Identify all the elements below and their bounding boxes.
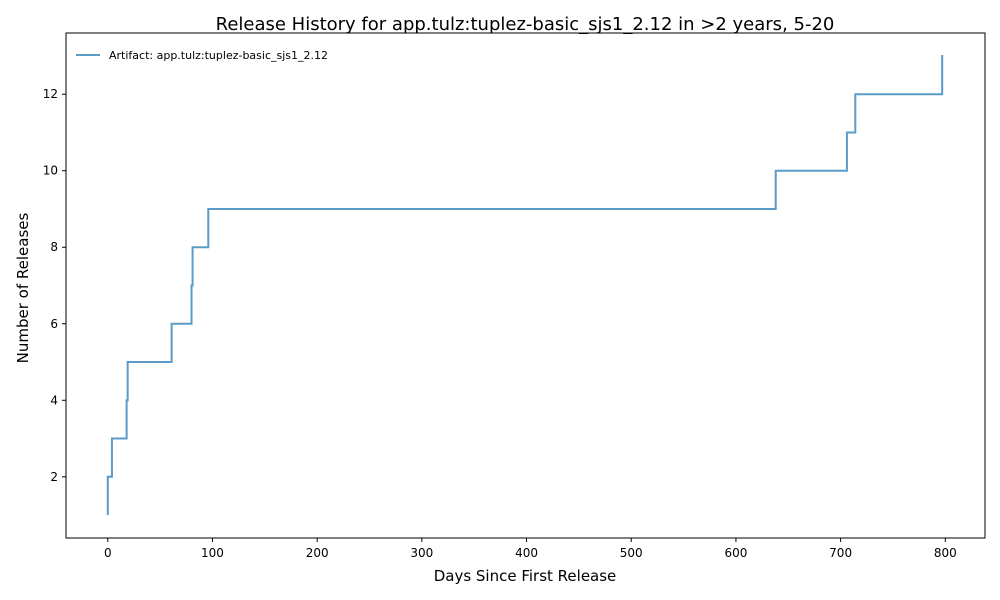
x-tick-label: 500 bbox=[620, 546, 643, 560]
chart-title: Release History for app.tulz:tuplez-basi… bbox=[216, 14, 835, 35]
legend: Artifact: app.tulz:tuplez-basic_sjs1_2.1… bbox=[76, 49, 328, 62]
x-axis-title: Days Since First Release bbox=[434, 567, 617, 585]
x-tick-label: 400 bbox=[515, 546, 538, 560]
y-tick-label: 12 bbox=[43, 87, 58, 101]
x-tick-label: 0 bbox=[104, 546, 112, 560]
series-line-artifact bbox=[106, 54, 944, 516]
x-tick-label: 800 bbox=[934, 546, 957, 560]
y-axis-title: Number of Releases bbox=[14, 212, 32, 363]
y-tick-label: 10 bbox=[43, 164, 58, 178]
x-tick-label: 200 bbox=[306, 546, 329, 560]
legend-label: Artifact: app.tulz:tuplez-basic_sjs1_2.1… bbox=[109, 49, 328, 62]
x-tick-label: 100 bbox=[201, 546, 224, 560]
y-tick-label: 6 bbox=[50, 317, 58, 331]
plot-area-frame bbox=[65, 32, 986, 539]
y-tick-label: 2 bbox=[50, 470, 58, 484]
x-tick-label: 300 bbox=[410, 546, 433, 560]
x-tick-label: 700 bbox=[829, 546, 852, 560]
x-tick-label: 600 bbox=[724, 546, 747, 560]
y-tick-label: 8 bbox=[50, 240, 58, 254]
x-axis: 0 100 200 300 400 500 600 700 800 bbox=[104, 538, 957, 560]
y-tick-label: 4 bbox=[50, 393, 58, 407]
y-axis: 2 4 6 8 10 12 bbox=[43, 87, 66, 484]
